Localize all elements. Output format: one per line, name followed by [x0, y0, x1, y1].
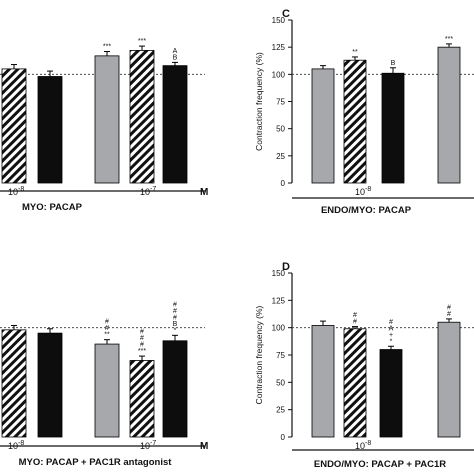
significance-label: *** — [103, 44, 111, 51]
bar — [343, 59, 367, 184]
bar — [381, 72, 405, 184]
panels: *** *** A B 10-8 10-7 M MYO: PACAP C 0 25 50 75 100 12… — [0, 8, 474, 470]
bar — [94, 55, 120, 184]
panel-letter: D — [282, 261, 290, 273]
bar — [162, 65, 188, 184]
bar — [311, 325, 335, 438]
y-tick-label: 50 — [276, 125, 285, 134]
significance-label: # # — [447, 304, 451, 318]
bar — [37, 332, 63, 438]
significance-label: *** — [445, 36, 453, 43]
panel-4: D 0 25 50 75 100 125 150 Contraction frequency (… — [254, 261, 474, 470]
bar — [437, 321, 461, 438]
significance-label: # # # *** — [138, 329, 146, 356]
y-tick-label: 25 — [276, 406, 285, 415]
bar — [379, 349, 403, 438]
x-axis-label: MYO: PACAP — [22, 202, 83, 213]
dose-label: 10-8 — [8, 186, 24, 197]
y-tick-label: 100 — [272, 324, 286, 333]
dose-label: 10-8 — [355, 186, 371, 197]
y-axis-label: Contraction frequency (%) — [254, 305, 264, 404]
y-tick-label: 25 — [276, 152, 285, 161]
y-tick-label: 75 — [276, 351, 285, 360]
bar — [129, 360, 155, 438]
y-tick-label: 150 — [272, 269, 286, 278]
y-tick-label: 125 — [272, 296, 286, 305]
bar — [162, 340, 188, 438]
panel-1: *** *** A B 10-8 10-7 M MYO: PACAP — [0, 38, 208, 213]
y-tick-label: 100 — [272, 70, 286, 79]
significance-label: ** — [352, 49, 358, 56]
significance-label: B — [391, 60, 396, 67]
dose-label: 10-7 — [140, 186, 156, 197]
bar — [311, 68, 335, 184]
y-tick-label: 125 — [272, 43, 286, 52]
bar — [343, 328, 367, 438]
bar — [129, 50, 155, 184]
panel-2: C 0 25 50 75 100 125 150 Contraction frequency (… — [254, 8, 474, 216]
x-axis-label: ENDO/MYO: PACAP + PAC1R — [314, 459, 446, 470]
y-tick-label: 50 — [276, 378, 285, 387]
x-axis-label: ENDO/MYO: PACAP — [321, 205, 412, 216]
significance-label: # # ** — [104, 319, 110, 339]
panel-letter: C — [282, 8, 290, 20]
significance-label: # A + * — [389, 319, 394, 346]
bar — [437, 46, 461, 184]
bar — [37, 76, 63, 184]
y-axis-label: Contraction frequency (%) — [254, 52, 264, 151]
y-tick-label: 0 — [281, 179, 286, 188]
significance-label: # # # B * — [173, 301, 178, 334]
x-axis-label: MYO: PACAP + PAC1R antagonist — [19, 457, 173, 468]
bar — [1, 68, 27, 184]
y-tick-label: 150 — [272, 16, 286, 25]
unit-label: M — [200, 187, 208, 198]
bar — [1, 329, 27, 438]
significance-label: *** — [138, 38, 146, 45]
y-tick-label: 75 — [276, 98, 285, 107]
dose-label: 10-8 — [355, 440, 371, 451]
significance-label: # # — [353, 312, 357, 326]
y-tick-label: 0 — [281, 433, 286, 442]
bar — [94, 343, 120, 438]
